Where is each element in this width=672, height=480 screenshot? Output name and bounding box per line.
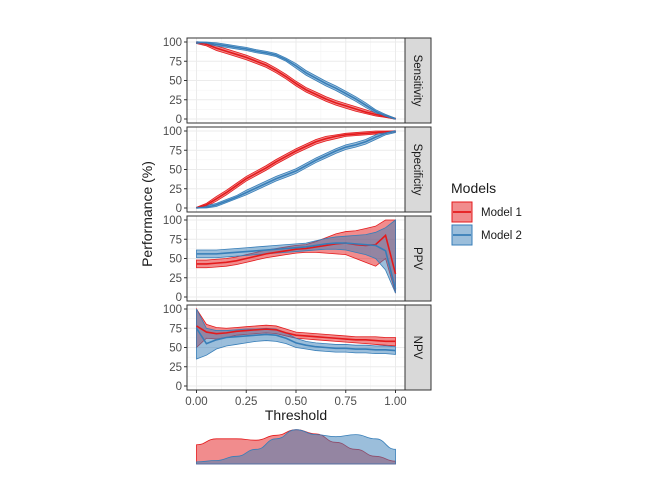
y-tick-label: 0 [176, 203, 182, 215]
strip-label: Sensitivity [411, 55, 423, 107]
strip-label: PPV [411, 247, 423, 270]
line-model-1 [196, 41, 396, 120]
x-tick-label: 0.50 [285, 396, 307, 408]
panel-specificity: Specificity 0 25 50 75 100 [163, 126, 432, 215]
facet-strip [404, 126, 432, 213]
line-model-2 [195, 327, 396, 352]
legend: Models Model 1 Model 2 [451, 180, 522, 246]
y-tick-label: 0 [176, 292, 182, 304]
y-tick-label: 50 [169, 76, 182, 88]
legend-title: Models [451, 180, 496, 196]
x-tick-label: 0.25 [235, 396, 257, 408]
density-model-2 [196, 429, 396, 465]
ribbon-model-2 [196, 219, 396, 294]
line-model-2 [196, 242, 397, 290]
panel-npv: NPV 0 25 50 75 100 [163, 304, 432, 393]
line-model-1 [196, 130, 396, 209]
x-tick-label: 0.00 [185, 396, 207, 408]
y-tick-label: 50 [169, 254, 182, 266]
y-tick-label: 75 [169, 234, 182, 246]
line-model-2 [196, 41, 396, 120]
y-tick-label: 100 [163, 37, 182, 49]
y-tick-label: 0 [176, 114, 182, 126]
y-tick-label: 25 [169, 95, 182, 107]
strip-label: Specificity [411, 144, 423, 196]
y-tick-label: 75 [169, 56, 182, 68]
line-model-1 [196, 325, 396, 343]
y-tick-label: 75 [169, 145, 182, 157]
panel-sensitivity: Sensitivity 0 25 50 75 100 [163, 37, 432, 126]
legend-label: Model 1 [481, 207, 522, 219]
strip-label: NPV [411, 336, 423, 360]
y-tick-label: 0 [176, 381, 182, 393]
facet-strip [404, 304, 432, 391]
x-axis: 0.00 0.25 0.50 0.75 1.00 [185, 390, 407, 408]
y-tick-label: 25 [169, 362, 182, 374]
y-axis-title: Performance (%) [139, 161, 155, 267]
density-plot [196, 429, 396, 465]
x-axis-title: Threshold [265, 407, 327, 423]
y-tick-label: 100 [163, 215, 182, 227]
line-model-2 [196, 130, 396, 209]
panel-ppv: PPV 0 25 50 75 100 [163, 215, 432, 304]
y-tick-label: 50 [169, 165, 182, 177]
facet-strip [404, 215, 432, 302]
legend-label: Model 2 [481, 230, 522, 242]
y-tick-label: 25 [169, 184, 182, 196]
y-tick-label: 100 [163, 126, 182, 138]
ribbon-model-2 [196, 130, 396, 209]
legend-key-model-1: Model 1 [451, 201, 522, 223]
y-tick-label: 75 [169, 323, 182, 335]
x-tick-label: 1.00 [384, 396, 406, 408]
x-tick-label: 0.75 [335, 396, 357, 408]
legend-key-model-2: Model 2 [451, 224, 522, 246]
y-tick-label: 50 [169, 343, 182, 355]
y-tick-label: 25 [169, 273, 182, 285]
facet-strip [404, 37, 432, 124]
facet-panels: Sensitivity 0 25 50 75 100 Specificity 0 25 50 75 1… [163, 37, 432, 393]
y-tick-label: 100 [163, 304, 182, 316]
